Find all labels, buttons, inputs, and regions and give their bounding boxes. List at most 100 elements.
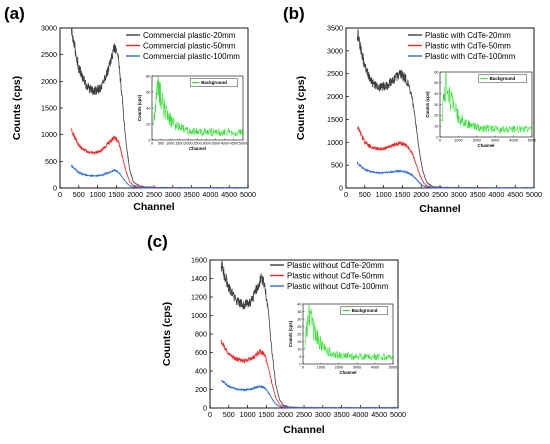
- legend-label: Plastic without CdTe-20mm: [287, 261, 384, 270]
- inset-y-tick-label: 30: [434, 103, 438, 107]
- x-tick-label: 5000: [240, 190, 256, 199]
- x-tick-label: 2500: [296, 410, 312, 419]
- y-tick-label: 1200: [191, 293, 207, 302]
- inset-background-chart: 0 1000 2000 3000 4000 5000 0 5 10 15 20 25 30 35 40 Cha…: [288, 302, 397, 375]
- x-tick-label: 1500: [258, 410, 274, 419]
- x-tick-label: 2000: [127, 190, 143, 199]
- inset-legend-label: Background: [490, 76, 516, 81]
- inset-x-tick-label: 2000: [184, 142, 192, 146]
- panel-label: (c): [147, 232, 168, 251]
- y-tick-label: 3500: [327, 24, 343, 33]
- series-line-3: [356, 161, 535, 189]
- y-tick-label: 2000: [41, 77, 57, 86]
- x-tick-label: 3500: [184, 190, 200, 199]
- y-tick-label: 500: [331, 161, 343, 170]
- y-axis-title: Counts (cps): [161, 302, 173, 366]
- inset-background-line: [441, 71, 533, 134]
- x-tick-label: 500: [73, 190, 85, 199]
- x-tick-label: 3000: [315, 410, 331, 419]
- inset-background-line: [153, 76, 244, 137]
- x-tick-label: 4000: [202, 190, 218, 199]
- x-tick-label: 2500: [146, 190, 162, 199]
- inset-y-tick-label: 10: [297, 347, 301, 351]
- inset-y-tick-label: 40: [297, 302, 301, 306]
- x-tick-label: 2000: [413, 190, 429, 199]
- inset-x-tick-label: 2000: [335, 366, 343, 370]
- inset-x-title: Channel: [478, 143, 495, 148]
- inset-background-chart: 0 1000 2000 3000 4000 5000 0 10 20 30 40 50 60 Channe…: [425, 70, 536, 148]
- x-tick-label: 0: [208, 410, 212, 419]
- y-tick-label: 2500: [327, 69, 343, 78]
- y-axis-title: Counts (cps): [11, 76, 23, 140]
- x-axis-title: Channel: [283, 424, 325, 436]
- inset-legend-box: [340, 306, 388, 315]
- y-tick-label: 1400: [191, 274, 207, 283]
- y-tick-label: 1500: [41, 104, 57, 113]
- legend-label: Plastic with CdTe-100mm: [425, 52, 516, 61]
- inset-y-title: Counts (cps): [288, 320, 293, 347]
- inset-legend-box: [190, 78, 238, 87]
- x-tick-label: 0: [344, 190, 348, 199]
- legend-label: Plastic without CdTe-100mm: [287, 282, 389, 291]
- x-axis-title: Channel: [419, 203, 461, 215]
- x-tick-label: 500: [223, 410, 235, 419]
- inset-legend-label: Background: [201, 80, 227, 85]
- y-tick-label: 400: [195, 367, 207, 376]
- x-tick-label: 0: [58, 190, 62, 199]
- inset-legend-label: Background: [352, 308, 378, 313]
- x-tick-label: 3000: [451, 190, 467, 199]
- inset-x-tick-label: 1000: [454, 139, 462, 143]
- inset-x-tick-label: 0: [439, 139, 441, 143]
- legend-label: Commercial plastic-20mm: [143, 31, 236, 40]
- inset-x-tick-label: 1000: [166, 142, 174, 146]
- x-tick-label: 1000: [376, 190, 392, 199]
- y-tick-label: 2000: [327, 92, 343, 101]
- inset-y-tick-label: 0: [436, 135, 438, 139]
- inset-x-tick-label: 2500: [193, 142, 201, 146]
- inset-x-tick-label: 4000: [221, 142, 229, 146]
- x-tick-label: 500: [359, 190, 371, 199]
- x-tick-label: 2500: [432, 190, 448, 199]
- inset-y-tick-label: 25: [297, 325, 301, 329]
- legend-label: Plastic with CdTe-50mm: [425, 42, 511, 51]
- y-tick-label: 0: [53, 184, 57, 193]
- x-tick-label: 4500: [507, 190, 523, 199]
- inset-y-tick-label: 15: [297, 340, 301, 344]
- inset-x-tick-label: 3000: [202, 142, 210, 146]
- inset-legend-box: [478, 74, 527, 83]
- x-tick-label: 5000: [390, 410, 406, 419]
- inset-background-line: [304, 303, 394, 361]
- x-tick-label: 2000: [277, 410, 293, 419]
- inset-y-tick-label: 10: [434, 124, 438, 128]
- inset-y-tick-label: 20: [297, 332, 301, 336]
- inset-x-tick-label: 5000: [389, 366, 397, 370]
- inset-y-tick-label: 0: [148, 138, 150, 142]
- y-tick-label: 1600: [191, 256, 207, 265]
- y-tick-label: 3000: [41, 24, 57, 33]
- inset-x-tick-label: 3500: [211, 142, 219, 146]
- inset-y-tick-label: 60: [434, 70, 438, 74]
- y-tick-label: 0: [339, 184, 343, 193]
- series-line-3: [70, 164, 249, 189]
- y-tick-label: 1500: [327, 115, 343, 124]
- inset-x-tick-label: 3000: [491, 139, 499, 143]
- series-line-3: [221, 379, 399, 409]
- inset-y-tick-label: 50: [434, 81, 438, 85]
- x-tick-label: 4000: [488, 190, 504, 199]
- x-tick-label: 4000: [352, 410, 368, 419]
- panel-label: (a): [4, 4, 25, 23]
- inset-x-tick-label: 4000: [371, 366, 379, 370]
- y-tick-label: 1000: [327, 138, 343, 147]
- y-tick-label: 600: [195, 348, 207, 357]
- y-tick-label: 2500: [41, 50, 57, 59]
- y-tick-label: 1000: [41, 130, 57, 139]
- x-tick-label: 5000: [526, 190, 542, 199]
- inset-y-tick-label: 30: [297, 317, 301, 321]
- y-axis-title: Counts (cps): [295, 76, 307, 140]
- x-tick-label: 3000: [165, 190, 181, 199]
- y-tick-label: 0: [203, 404, 207, 413]
- inset-y-tick-label: 80: [146, 74, 150, 78]
- y-tick-label: 1000: [191, 311, 207, 320]
- inset-x-title: Channel: [340, 370, 357, 375]
- inset-x-tick-label: 0: [151, 142, 153, 146]
